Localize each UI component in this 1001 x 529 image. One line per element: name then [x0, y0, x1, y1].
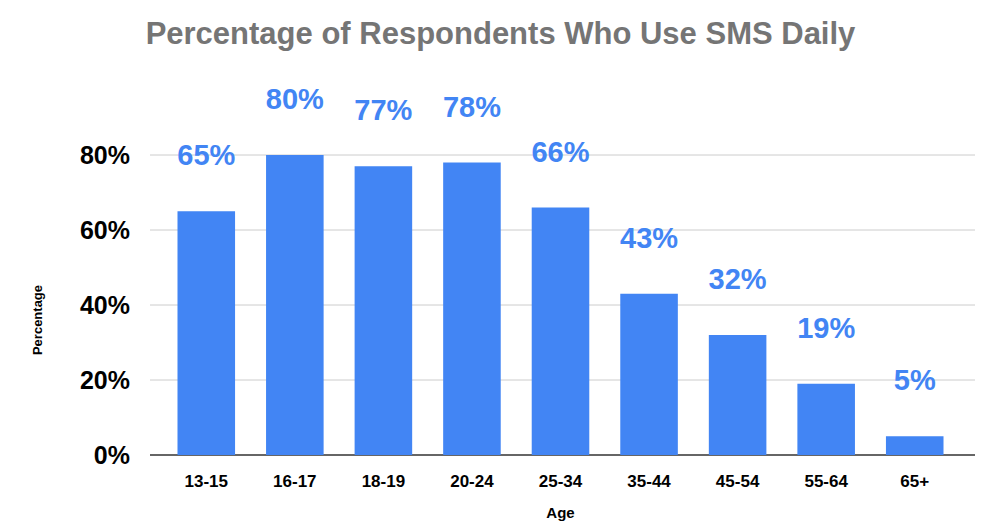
x-tick-label: 25-34: [539, 472, 583, 491]
data-label: 77%: [354, 94, 412, 126]
y-tick-label: 40%: [80, 291, 130, 319]
data-label: 19%: [797, 312, 855, 344]
y-tick-label: 0%: [94, 441, 130, 469]
bar: [355, 166, 413, 455]
x-tick-label: 45-54: [716, 472, 760, 491]
y-tick-label: 20%: [80, 366, 130, 394]
data-label: 43%: [620, 222, 678, 254]
x-tick-label: 65+: [900, 472, 929, 491]
data-label: 78%: [443, 91, 501, 123]
x-tick-label: 35-44: [627, 472, 671, 491]
chart-svg: Percentage of Respondents Who Use SMS Da…: [0, 0, 1001, 529]
chart-root: Percentage of Respondents Who Use SMS Da…: [0, 0, 1001, 529]
bar: [797, 384, 855, 455]
y-tick-label: 60%: [80, 216, 130, 244]
x-tick-label: 16-17: [273, 472, 316, 491]
x-tick-label: 55-64: [804, 472, 848, 491]
data-labels: 65% 80% 77% 78% 66% 43% 32% 19% 5%: [177, 83, 936, 396]
y-axis-title: Percentage: [30, 285, 45, 355]
bar: [443, 163, 501, 456]
bar: [886, 436, 944, 455]
data-label: 5%: [894, 364, 936, 396]
x-tick-label: 13-15: [185, 472, 228, 491]
data-label: 32%: [709, 263, 767, 295]
chart-title: Percentage of Respondents Who Use SMS Da…: [146, 16, 856, 51]
data-label: 66%: [531, 136, 589, 168]
data-label: 65%: [177, 139, 235, 171]
bar: [266, 155, 324, 455]
x-tick-label: 18-19: [362, 472, 405, 491]
data-label: 80%: [266, 83, 324, 115]
bar: [620, 294, 678, 455]
y-axis: 0% 20% 40% 60% 80%: [80, 141, 975, 469]
bar: [709, 335, 767, 455]
bars: [177, 155, 943, 455]
bar: [177, 211, 235, 455]
x-tick-label: 20-24: [450, 472, 494, 491]
bar: [532, 208, 590, 456]
x-axis-title: Age: [546, 504, 574, 521]
y-tick-label: 80%: [80, 141, 130, 169]
x-axis: 13-15 16-17 18-19 20-24 25-34 35-44 45-54 55-64…: [185, 472, 930, 491]
